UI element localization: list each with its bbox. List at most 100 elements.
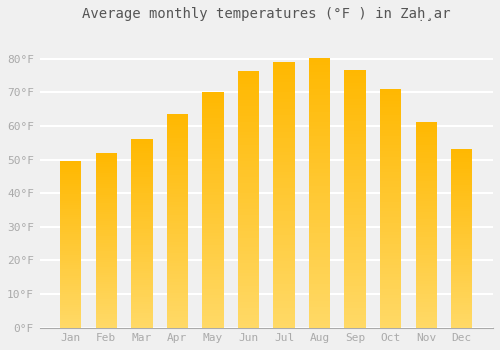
Bar [416,219,437,222]
Bar [202,180,224,183]
Bar [96,323,117,325]
Bar [380,127,402,131]
Bar [380,142,402,145]
Bar [344,276,366,279]
Bar [451,200,472,202]
Bar [131,304,152,306]
Bar [416,222,437,224]
Bar [416,294,437,296]
Bar [60,182,82,184]
Bar [167,138,188,141]
Bar [60,275,82,278]
Bar [60,193,82,195]
Bar [96,247,117,249]
Bar [60,174,82,176]
Bar [60,259,82,261]
Bar [131,233,152,236]
Bar [167,258,188,261]
Bar [380,160,402,163]
Bar [416,299,437,302]
Bar [309,274,330,277]
Bar [238,87,259,90]
Bar [416,284,437,286]
Bar [60,255,82,257]
Bar [344,147,366,150]
Bar [202,130,224,133]
Bar [309,75,330,78]
Bar [344,315,366,318]
Bar [380,104,402,106]
Bar [380,154,402,157]
Bar [131,231,152,233]
Bar [344,125,366,128]
Bar [416,289,437,292]
Bar [309,105,330,109]
Bar [309,196,330,200]
Bar [238,164,259,167]
Bar [60,251,82,253]
Bar [274,208,294,211]
Bar [451,234,472,236]
Bar [131,261,152,264]
Bar [60,278,82,280]
Bar [131,325,152,328]
Bar [309,173,330,176]
Bar [60,178,82,180]
Bar [380,205,402,208]
Bar [238,251,259,254]
Bar [202,257,224,260]
Bar [167,224,188,226]
Bar [202,183,224,186]
Bar [344,76,366,79]
Bar [60,313,82,315]
Bar [274,301,294,304]
Bar [274,278,294,281]
Bar [96,288,117,290]
Bar [451,173,472,176]
Bar [344,121,366,125]
Bar [167,309,188,312]
Bar [451,229,472,231]
Bar [416,312,437,315]
Bar [131,280,152,283]
Bar [380,133,402,136]
Bar [344,263,366,266]
Bar [344,176,366,179]
Bar [451,202,472,205]
Bar [202,189,224,192]
Bar [60,219,82,222]
Bar [202,206,224,210]
Bar [96,243,117,245]
Bar [274,168,294,172]
Bar [344,302,366,305]
Bar [309,199,330,203]
Bar [344,205,366,208]
Bar [274,132,294,135]
Bar [131,193,152,196]
Bar [202,239,224,242]
Bar [238,286,259,289]
Bar [451,265,472,267]
Bar [380,98,402,100]
Bar [96,186,117,188]
Bar [344,289,366,292]
Bar [309,210,330,213]
Bar [380,235,402,238]
Bar [344,138,366,141]
Bar [451,155,472,158]
Bar [131,316,152,318]
Bar [416,134,437,137]
Bar [416,296,437,299]
Bar [309,311,330,314]
Bar [344,202,366,205]
Bar [451,252,472,254]
Bar [416,129,437,132]
Bar [202,242,224,245]
Bar [202,94,224,98]
Bar [451,214,472,216]
Bar [274,231,294,235]
Bar [309,89,330,92]
Bar [451,258,472,260]
Bar [131,146,152,148]
Bar [451,198,472,200]
